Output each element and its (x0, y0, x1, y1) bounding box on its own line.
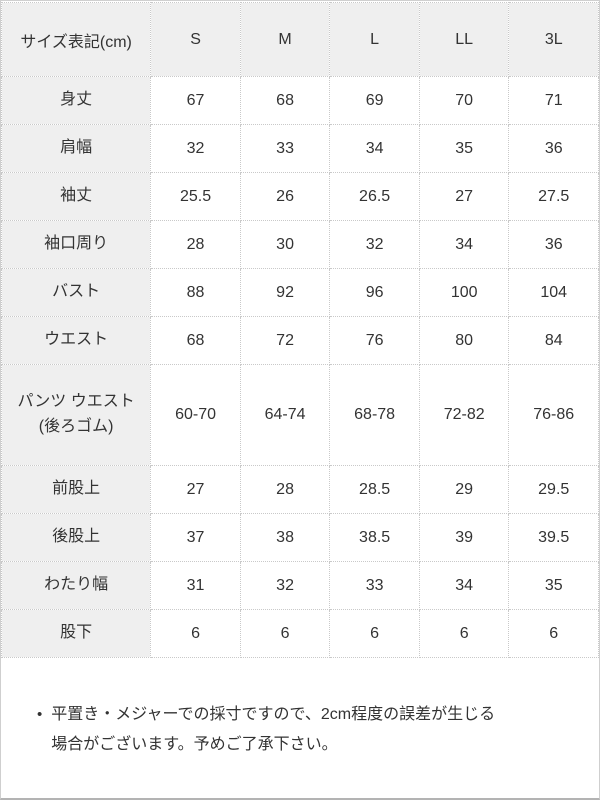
measurement-label: 股下 (1, 609, 152, 658)
measurement-value: 36 (508, 220, 599, 269)
measurement-value: 60-70 (150, 364, 241, 466)
measurement-value: 68-78 (329, 364, 420, 466)
measurement-value: 68 (239, 76, 331, 125)
measurement-value: 38 (239, 513, 331, 562)
measurement-value: 100 (418, 268, 510, 317)
measurement-label: 袖口周り (1, 220, 152, 269)
measurement-value: 71 (508, 76, 599, 125)
table-row: 袖丈 25.5 26 26.5 27 27.5 (1, 172, 599, 221)
size-column-header: 3L (508, 2, 599, 77)
measurement-value: 33 (239, 124, 331, 173)
table-row: バスト 88 92 96 100 104 (1, 268, 599, 317)
measurement-value: 80 (418, 316, 510, 365)
measurement-value: 39.5 (508, 513, 599, 562)
measurement-value: 38.5 (329, 513, 420, 562)
measurement-value: 104 (508, 268, 599, 317)
measurement-value: 6 (150, 609, 241, 658)
header-row: サイズ表記(cm) S M L LL 3L (1, 2, 599, 77)
measurement-value: 35 (508, 561, 599, 610)
measurement-value: 34 (329, 124, 420, 173)
measurement-value: 68 (150, 316, 241, 365)
measurement-label: 身丈 (1, 76, 152, 125)
bullet-icon: • (37, 706, 43, 723)
measurement-label: パンツ ウエスト (後ろゴム) (1, 364, 152, 466)
measurement-value: 76-86 (508, 364, 599, 466)
measurement-label: バスト (1, 268, 152, 317)
measurement-value: 32 (329, 220, 420, 269)
measurement-value: 84 (508, 316, 599, 365)
note-text: 平置き・メジャーでの採寸ですので、2cm程度の誤差が生じる 場合がございます。予… (51, 706, 496, 753)
measurement-value: 69 (329, 76, 420, 125)
measurement-value: 72-82 (418, 364, 510, 466)
table-row: わたり幅 31 32 33 34 35 (1, 561, 599, 610)
table-row: 後股上 37 38 38.5 39 39.5 (1, 513, 599, 562)
measurement-value: 92 (239, 268, 331, 317)
measurement-value: 96 (329, 268, 420, 317)
measurement-value: 31 (150, 561, 241, 610)
measurement-value: 32 (239, 561, 331, 610)
table-row: 股下 6 6 6 6 6 (1, 609, 599, 658)
size-column-header: LL (418, 2, 510, 77)
measurement-value: 27 (150, 465, 241, 514)
measurement-value: 28 (150, 220, 241, 269)
measurement-value: 6 (239, 609, 331, 658)
measurement-value: 27.5 (508, 172, 599, 221)
table-row: 身丈 67 68 69 70 71 (1, 76, 599, 125)
measurement-value: 32 (150, 124, 241, 173)
measurement-value: 88 (150, 268, 241, 317)
measurement-value: 6 (329, 609, 420, 658)
corner-header: サイズ表記(cm) (1, 2, 152, 77)
measurement-value: 34 (418, 561, 510, 610)
measurement-value: 28 (239, 465, 331, 514)
measurement-value: 33 (329, 561, 420, 610)
measurement-value: 26 (239, 172, 331, 221)
measurement-value: 67 (150, 76, 241, 125)
measurement-value: 25.5 (150, 172, 241, 221)
measurement-value: 6 (418, 609, 510, 658)
measurement-value: 70 (418, 76, 510, 125)
table-row: 前股上 27 28 28.5 29 29.5 (1, 465, 599, 514)
table-row: 袖口周り 28 30 32 34 36 (1, 220, 599, 269)
measurement-label: 後股上 (1, 513, 152, 562)
measurement-value: 6 (508, 609, 599, 658)
measurement-value: 29 (418, 465, 510, 514)
measurement-value: 64-74 (239, 364, 331, 466)
size-column-header: S (150, 2, 241, 77)
measurement-value: 26.5 (329, 172, 420, 221)
measurement-label: 袖丈 (1, 172, 152, 221)
measurement-label: 肩幅 (1, 124, 152, 173)
table-row: パンツ ウエスト (後ろゴム) 60-70 64-74 68-78 72-82 76-86 (1, 364, 599, 466)
size-chart-table: サイズ表記(cm) S M L LL 3L 身丈 67 68 69 70 71 肩幅 32 33 34 35 3… (1, 2, 599, 658)
measurement-value: 34 (418, 220, 510, 269)
measurement-value: 37 (150, 513, 241, 562)
measurement-value: 30 (239, 220, 331, 269)
measurement-value: 27 (418, 172, 510, 221)
measurement-value: 35 (418, 124, 510, 173)
measurement-value: 29.5 (508, 465, 599, 514)
measurement-value: 72 (239, 316, 331, 365)
size-column-header: L (329, 2, 420, 77)
measurement-value: 39 (418, 513, 510, 562)
table-row: ウエスト 68 72 76 80 84 (1, 316, 599, 365)
measurement-label: わたり幅 (1, 561, 152, 610)
measurement-value: 28.5 (329, 465, 420, 514)
table-row: 肩幅 32 33 34 35 36 (1, 124, 599, 173)
measurement-label: ウエスト (1, 316, 152, 365)
measurement-note: • 平置き・メジャーでの採寸ですので、2cm程度の誤差が生じる 場合がございます… (1, 658, 599, 760)
size-column-header: M (239, 2, 331, 77)
measurement-label: 前股上 (1, 465, 152, 514)
measurement-value: 36 (508, 124, 599, 173)
measurement-value: 76 (329, 316, 420, 365)
